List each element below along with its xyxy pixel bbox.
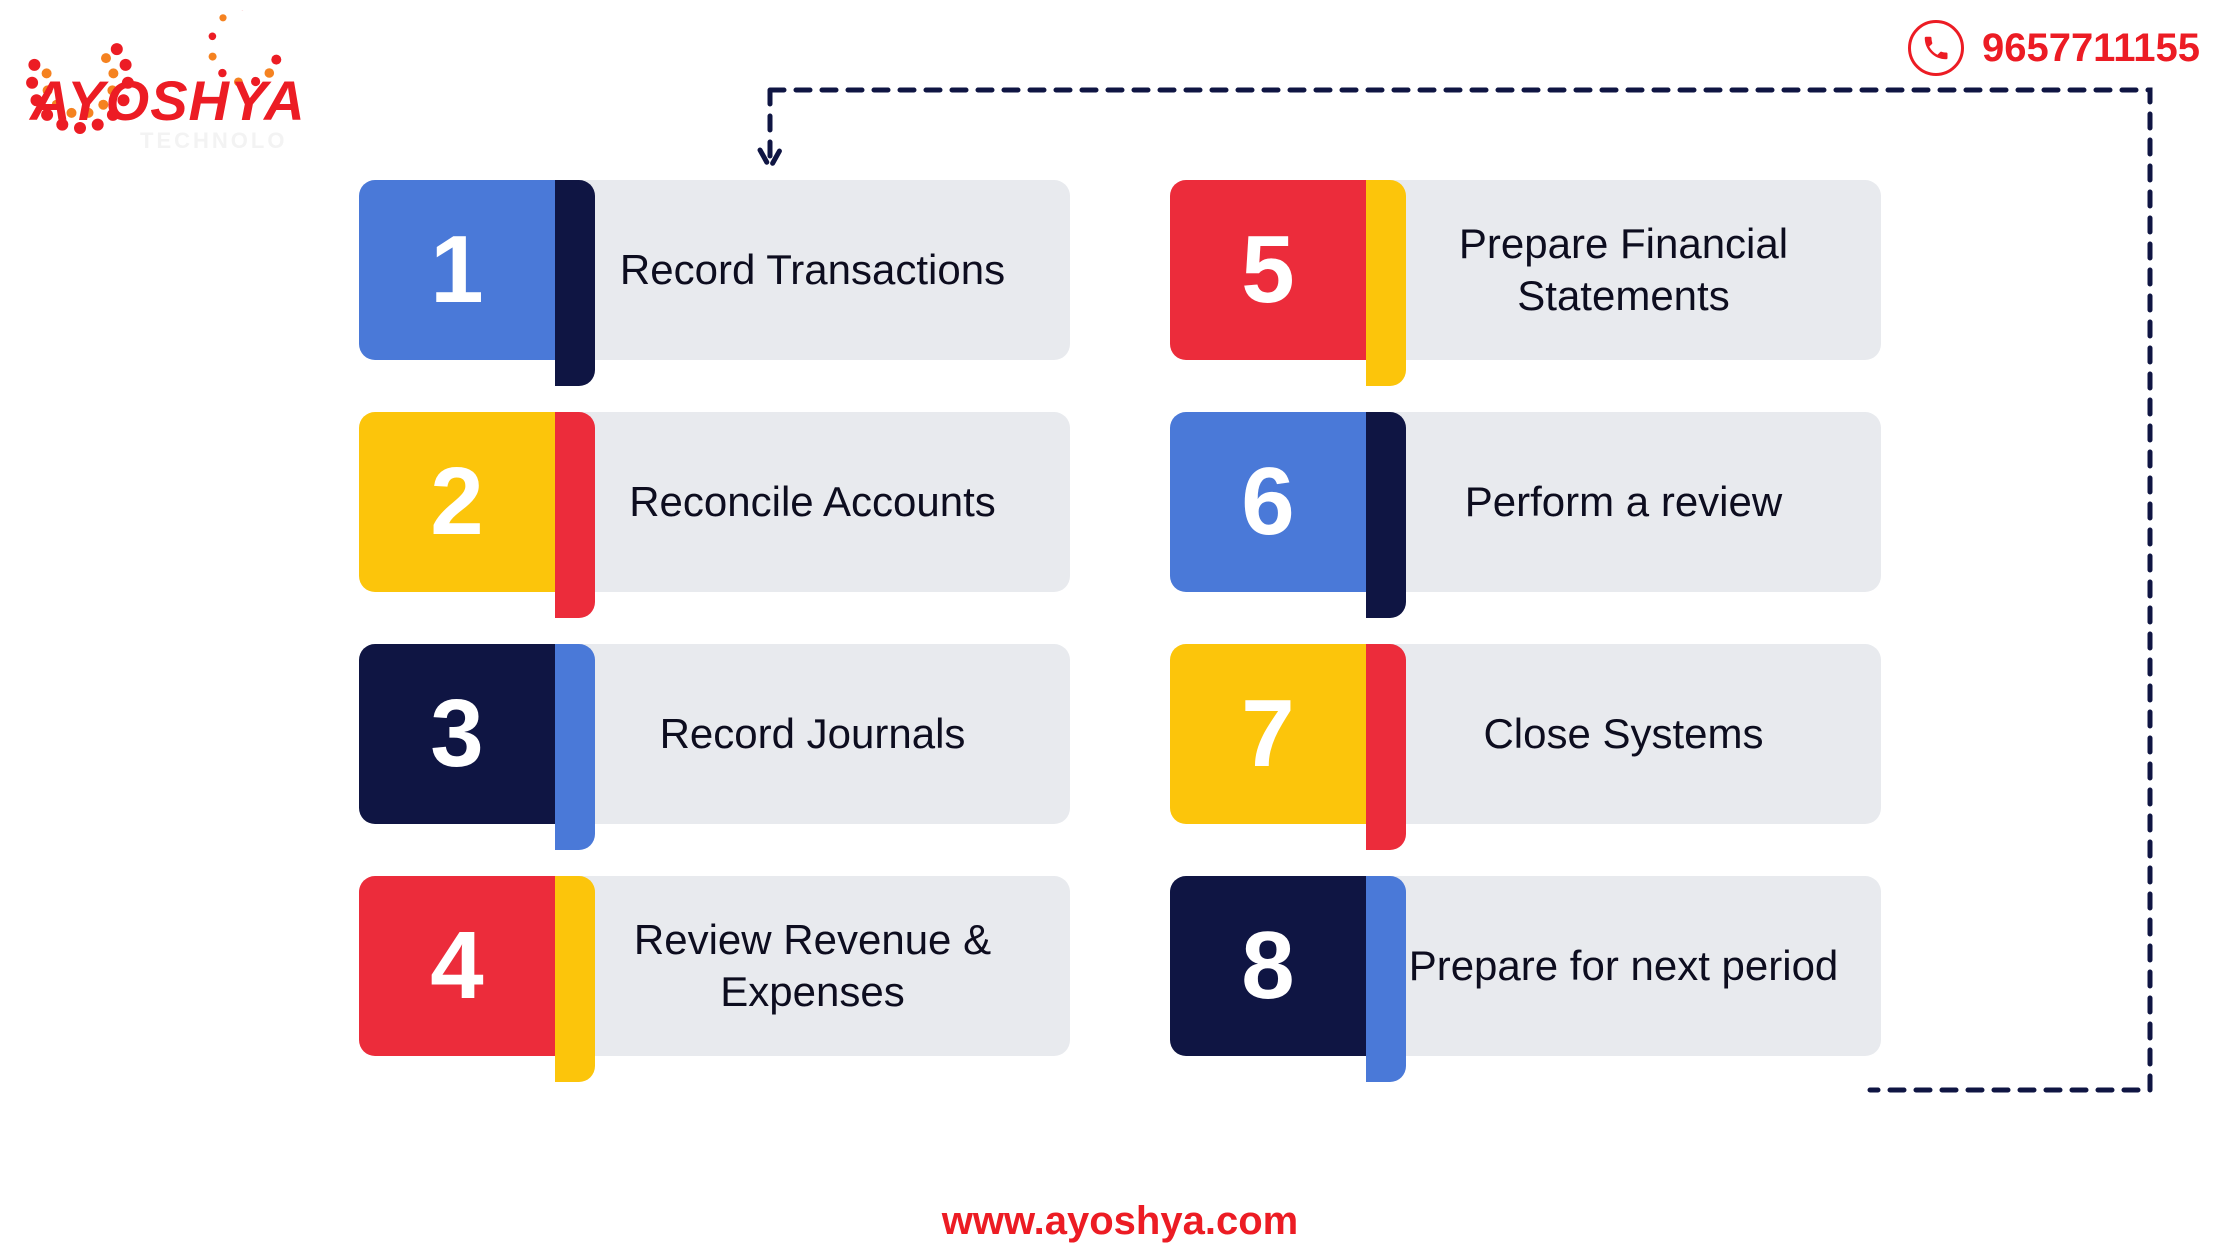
steps-column-left: 1Record Transactions 2Reconcile Accounts 3… — [359, 180, 1070, 1082]
step-label: Record Journals — [515, 644, 1070, 824]
step-number: 3 — [359, 644, 555, 824]
step-number-wrap: 3 — [359, 644, 555, 850]
step-3: 3Record Journals — [359, 644, 1070, 850]
step-number: 7 — [1170, 644, 1366, 824]
brand-logo-svg: AYOSHYA TECHNOLO — [20, 10, 330, 170]
step-label: Reconcile Accounts — [515, 412, 1070, 592]
step-1: 1Record Transactions — [359, 180, 1070, 386]
step-label: Prepare for next period — [1326, 876, 1881, 1056]
phone-icon — [1908, 20, 1964, 76]
step-5: 5Prepare Financial Statements — [1170, 180, 1881, 386]
step-label: Prepare Financial Statements — [1326, 180, 1881, 360]
step-label: Perform a review — [1326, 412, 1881, 592]
phone-icon-svg — [1921, 33, 1951, 63]
step-number-wrap: 7 — [1170, 644, 1366, 850]
brand-name: AYOSHYA — [28, 69, 306, 132]
step-number: 5 — [1170, 180, 1366, 360]
step-number: 2 — [359, 412, 555, 592]
step-number-wrap: 5 — [1170, 180, 1366, 386]
step-8: 8Prepare for next period — [1170, 876, 1881, 1082]
step-6: 6Perform a review — [1170, 412, 1881, 618]
step-number-wrap: 4 — [359, 876, 555, 1082]
step-number-wrap: 6 — [1170, 412, 1366, 618]
step-number: 1 — [359, 180, 555, 360]
step-label: Record Transactions — [515, 180, 1070, 360]
footer-url[interactable]: www.ayoshya.com — [942, 1199, 1298, 1244]
phone-number: 9657711155 — [1982, 26, 2200, 71]
step-7: 7Close Systems — [1170, 644, 1881, 850]
step-number: 4 — [359, 876, 555, 1056]
step-2: 2Reconcile Accounts — [359, 412, 1070, 618]
step-4: 4Review Revenue & Expenses — [359, 876, 1070, 1082]
step-number-wrap: 2 — [359, 412, 555, 618]
step-number: 8 — [1170, 876, 1366, 1056]
brand-sub: TECHNOLO — [140, 128, 287, 153]
step-number-wrap: 8 — [1170, 876, 1366, 1082]
step-label: Close Systems — [1326, 644, 1881, 824]
brand-logo: AYOSHYA TECHNOLO — [20, 10, 330, 175]
step-label: Review Revenue & Expenses — [515, 876, 1070, 1056]
contact-phone[interactable]: 9657711155 — [1908, 20, 2200, 76]
steps-columns: 1Record Transactions 2Reconcile Accounts 3… — [359, 180, 1881, 1082]
steps-column-right: 5Prepare Financial Statements 6Perform a … — [1170, 180, 1881, 1082]
step-number: 6 — [1170, 412, 1366, 592]
step-number-wrap: 1 — [359, 180, 555, 386]
